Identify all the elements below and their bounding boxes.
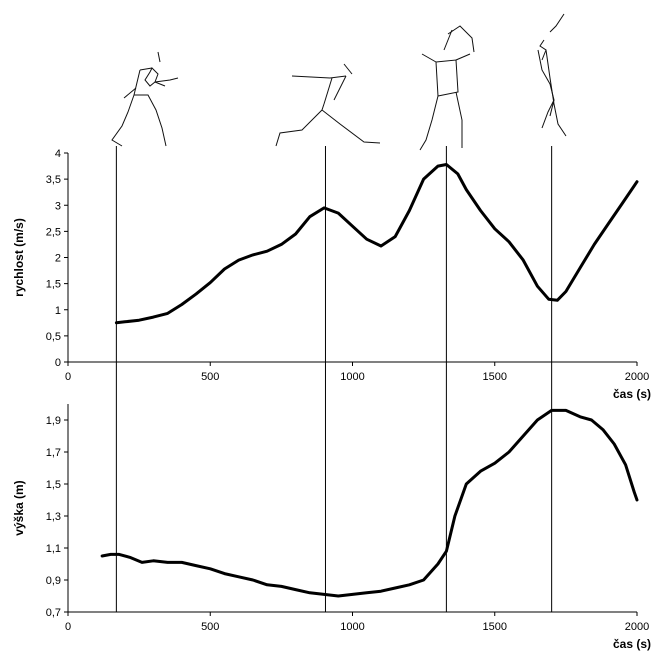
y-tick-label: 0: [55, 357, 61, 369]
x-tick-label: 1000: [340, 621, 364, 633]
y-axis-title: výška (m): [12, 480, 26, 535]
y-tick-label: 1,7: [46, 447, 61, 459]
x-tick-label: 500: [201, 371, 219, 383]
stick-figure-2: [275, 63, 381, 147]
x-axis-title: čas (s): [613, 387, 651, 401]
x-tick-label: 1500: [483, 371, 507, 383]
y-tick-label: 0,7: [46, 607, 61, 619]
stick-figure-3: [419, 25, 475, 151]
y-tick-label: 0,9: [46, 575, 61, 587]
y-tick-label: 2: [55, 253, 61, 265]
y-tick-label: 2,5: [46, 226, 61, 238]
y-tick-label: 1,5: [46, 279, 61, 291]
x-tick-label: 2000: [625, 371, 649, 383]
x-tick-label: 0: [65, 621, 71, 633]
stick-figures: [111, 13, 567, 151]
x-tick-label: 2000: [625, 621, 649, 633]
phase-markers: [115, 146, 553, 612]
y-tick-label: 0,5: [46, 331, 61, 343]
y-tick-label: 3: [55, 200, 61, 212]
charts-layer: 0 0,5 1 1,5 2 2,5 3 3,5 4 0 500 1000 1500 2000 rychlos…: [12, 148, 651, 651]
x-tick-label: 0: [65, 371, 71, 383]
y-tick-label: 1,9: [46, 415, 61, 427]
y-tick-label: 1: [55, 305, 61, 317]
series-line-1: [114, 163, 639, 325]
x-tick-label: 1000: [340, 371, 364, 383]
x-axis-title: čas (s): [613, 637, 651, 651]
chart-1: 0 0,5 1 1,5 2 2,5 3 3,5 4 0 500 1000 1500 2000 rychlos…: [12, 148, 651, 401]
chart-2: 0,7 0,9 1,1 1,3 1,5 1,7 1,9 0 500 1000 1500 2000 výš…: [12, 404, 651, 651]
y-tick-label: 1,1: [46, 543, 61, 555]
stick-figure-4: [537, 13, 567, 137]
x-tick-label: 1500: [483, 621, 507, 633]
y-tick-label: 1,5: [46, 479, 61, 491]
stick-figure-1: [111, 51, 179, 147]
series-line-1: [100, 408, 639, 598]
y-tick-label: 3,5: [46, 174, 61, 186]
y-tick-label: 1,3: [46, 511, 61, 523]
y-tick-label: 4: [55, 148, 61, 160]
y-axis-title: rychlost (m/s): [12, 218, 26, 297]
x-tick-label: 500: [201, 621, 219, 633]
